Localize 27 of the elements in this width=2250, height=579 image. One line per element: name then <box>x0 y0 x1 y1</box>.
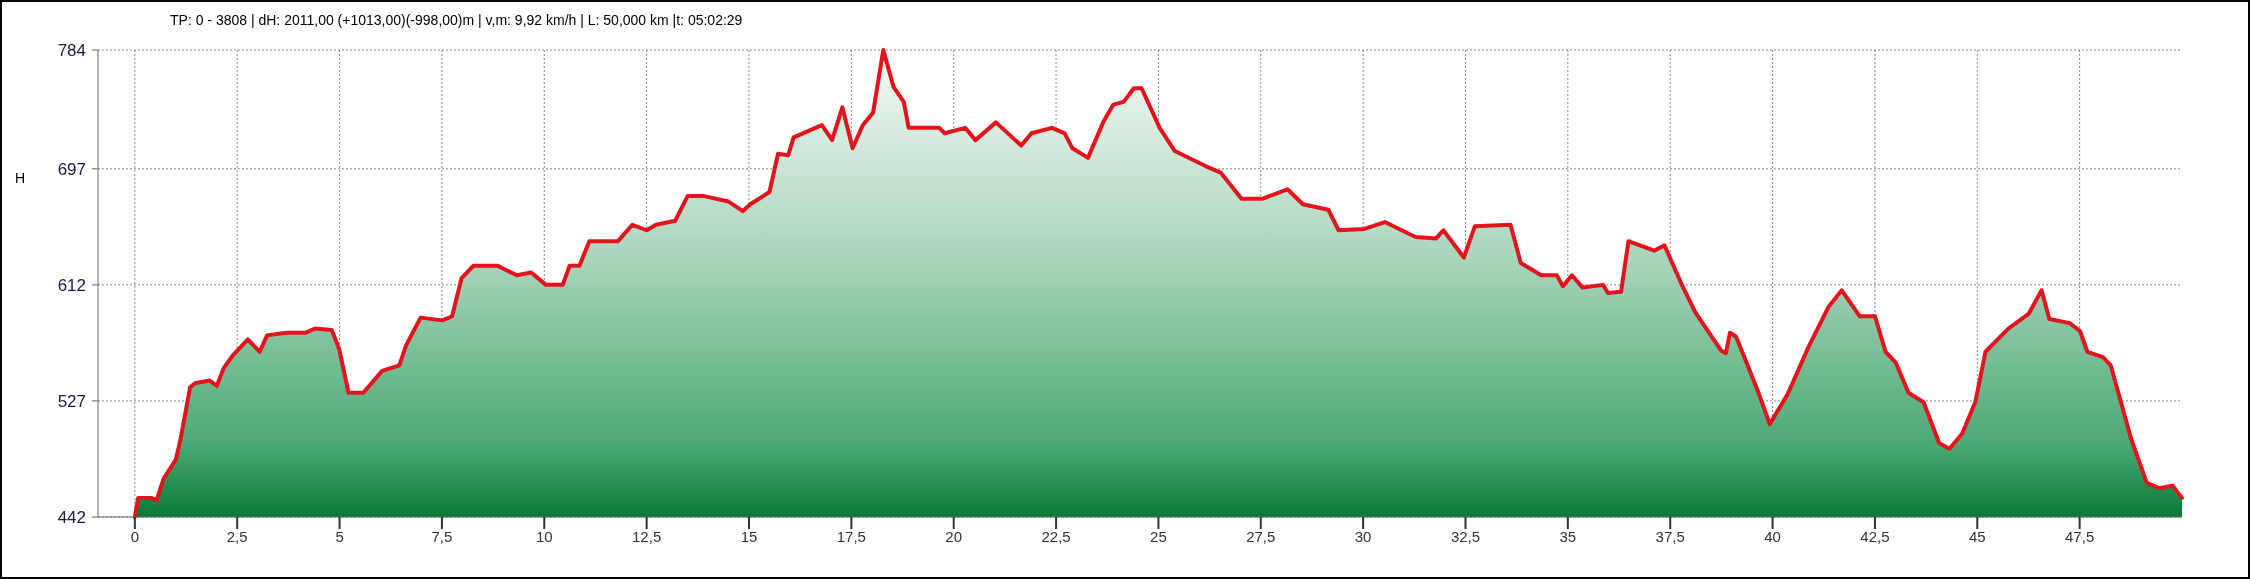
x-tick-label: 37,5 <box>1655 528 1685 546</box>
x-tick-label: 35 <box>1559 528 1577 546</box>
x-tick-label: 47,5 <box>2065 528 2095 546</box>
chart-title: TP: 0 - 3808 | dH: 2011,00 (+1013,00)(-998,00)m | v,m: 9,92 km/h | L: 50,000 km |t: 05:02:29 <box>170 12 743 28</box>
y-axis-title: H <box>15 170 26 186</box>
x-tick-label: 2,5 <box>226 528 248 546</box>
x-tick-label: 5 <box>335 528 344 546</box>
x-tick-label: 32,5 <box>1450 528 1481 546</box>
x-tick-label: 30 <box>1354 528 1372 546</box>
x-tick-label: 40 <box>1764 528 1781 546</box>
y-tick-label: 612 <box>57 275 86 295</box>
x-tick-label: 15 <box>740 528 758 546</box>
x-tick-label: 25 <box>1150 528 1167 546</box>
x-tick-label: 42,5 <box>1860 528 1890 546</box>
x-tick-label: 0 <box>130 528 140 546</box>
y-tick-label: 697 <box>57 159 86 179</box>
x-tick-label: 12,5 <box>632 528 662 546</box>
y-tick-label: 784 <box>57 40 86 60</box>
x-tick-label: 10 <box>535 528 553 546</box>
x-tick-label: 22,5 <box>1041 528 1071 546</box>
y-tick-label: 442 <box>57 507 86 527</box>
x-tick-label: 20 <box>945 528 963 546</box>
x-tick-label: 7,5 <box>431 528 453 546</box>
x-tick-label: 45 <box>1968 528 1986 546</box>
x-tick-label: 27,5 <box>1246 528 1276 546</box>
x-tick-label: 17,5 <box>836 528 866 546</box>
y-tick-label: 527 <box>57 391 86 411</box>
